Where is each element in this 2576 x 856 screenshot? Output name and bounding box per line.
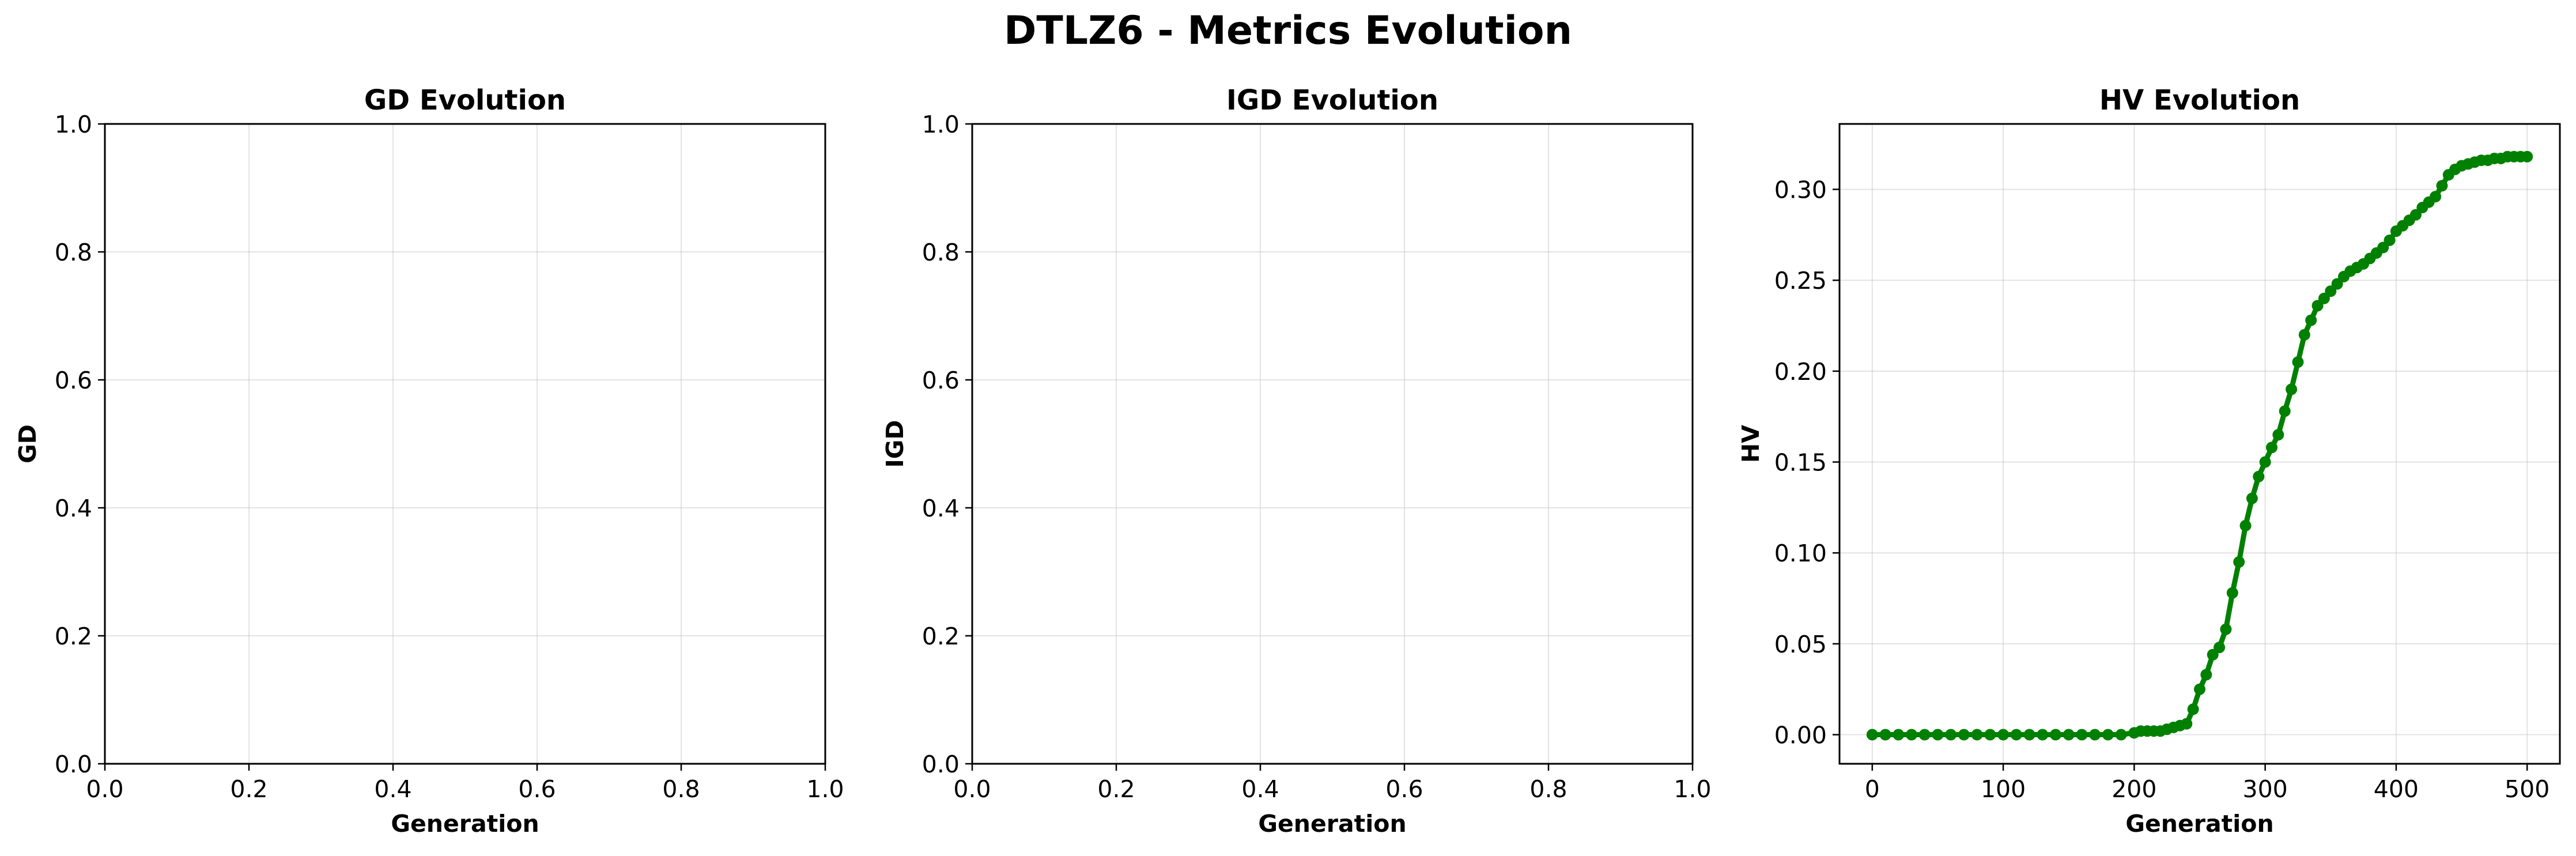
y-tick-label: 0.8 <box>55 239 92 266</box>
y-tick-label: 0.10 <box>1774 540 1827 567</box>
data-point <box>1906 729 1917 741</box>
y-tick-label: 0.0 <box>922 751 960 778</box>
y-tick-label: 0.6 <box>922 367 960 394</box>
x-tick-label: 0.6 <box>518 775 556 803</box>
data-point <box>2010 729 2022 741</box>
data-point <box>1997 729 2010 741</box>
data-point <box>2305 314 2317 326</box>
plot-frame <box>971 123 1694 765</box>
data-point <box>1879 729 1891 741</box>
chart-panel-1: 0.0 0.2 0.4 0.6 0.8 1.0 0.0 0.2 0.4 0.6 0.8 1.0 GD E… <box>14 84 844 838</box>
series-line <box>1872 154 2528 738</box>
y-tick-label: 0.25 <box>1774 267 1827 295</box>
y-tick-label: 0.8 <box>922 239 960 266</box>
plot-frame <box>104 123 826 765</box>
data-point <box>1932 729 1944 741</box>
panel-title: HV Evolution <box>2099 84 2300 116</box>
data-point <box>1971 729 1983 741</box>
y-tick-label: 0.4 <box>922 495 960 522</box>
x-tick-label: 500 <box>2505 775 2549 803</box>
plot-frame <box>1838 123 2561 765</box>
data-point <box>2181 718 2193 730</box>
data-point <box>1958 729 1970 741</box>
x-axis-label: Generation <box>1258 810 1406 838</box>
figure-title: DTLZ6 - Metrics Evolution <box>1003 8 1573 54</box>
x-tick-label: 0.2 <box>230 775 267 803</box>
data-point <box>2037 729 2049 741</box>
x-tick-label: 0.4 <box>1241 775 1279 803</box>
data-point <box>2194 683 2205 695</box>
data-point <box>2233 556 2245 568</box>
data-point <box>2187 703 2199 715</box>
data-point <box>2246 492 2258 504</box>
x-tick-label: 100 <box>1981 775 2026 803</box>
x-axis-label: Generation <box>391 810 539 838</box>
data-point <box>2253 470 2265 482</box>
panel-title: GD Evolution <box>364 84 566 116</box>
data-point <box>2298 329 2310 341</box>
y-tick-label: 0.00 <box>1774 722 1827 749</box>
y-tick-label: 0.15 <box>1774 449 1827 477</box>
data-point <box>2286 383 2298 395</box>
data-point <box>1945 729 1957 741</box>
x-tick-label: 0.6 <box>1385 775 1423 803</box>
chart-panel-3: 0 100 200 300 400 500 0.00 0.05 0.10 0.15 0.20 0.25… <box>1737 84 2561 838</box>
x-tick-label: 1.0 <box>806 775 844 803</box>
x-tick-label: 0.8 <box>1529 775 1567 803</box>
chart-panel-2: 0.0 0.2 0.4 0.6 0.8 1.0 0.0 0.2 0.4 0.6 0.8 1.0 IGD … <box>881 84 1712 838</box>
data-point <box>2259 456 2271 468</box>
x-tick-label: 200 <box>2112 775 2156 803</box>
x-tick-label: 400 <box>2374 775 2419 803</box>
data-point <box>1893 729 1905 741</box>
data-point <box>2076 729 2088 741</box>
data-point <box>2214 642 2226 654</box>
y-tick-label: 0.20 <box>1774 358 1827 386</box>
x-tick-label: 0.8 <box>662 775 700 803</box>
y-tick-label: 0.30 <box>1774 176 1827 204</box>
y-tick-label: 0.2 <box>55 623 92 650</box>
data-point <box>2200 669 2212 681</box>
x-tick-label: 0.4 <box>374 775 411 803</box>
y-axis-label: IGD <box>881 420 909 468</box>
x-tick-label: 1.0 <box>1674 775 1711 803</box>
x-tick-label: 300 <box>2243 775 2288 803</box>
x-tick-label: 0.0 <box>953 775 991 803</box>
x-axis-label: Generation <box>2125 810 2273 838</box>
data-point <box>2272 429 2284 441</box>
data-point <box>2102 729 2114 741</box>
data-point <box>1918 729 1931 741</box>
y-tick-label: 0.05 <box>1774 631 1827 658</box>
data-point <box>2521 150 2533 163</box>
data-point <box>2266 442 2277 454</box>
data-point <box>2239 519 2252 531</box>
y-axis-label: HV <box>1737 425 1765 463</box>
y-tick-label: 0.2 <box>922 623 960 650</box>
x-tick-label: 0.2 <box>1097 775 1135 803</box>
data-point <box>1866 729 1878 741</box>
x-tick-label: 0.0 <box>86 775 123 803</box>
data-point <box>2089 729 2101 741</box>
data-point <box>2115 729 2127 741</box>
data-point <box>2023 729 2035 741</box>
data-point <box>2384 234 2396 246</box>
panel-title: IGD Evolution <box>1226 84 1438 116</box>
data-point <box>1984 729 1996 741</box>
y-tick-label: 1.0 <box>922 111 960 138</box>
data-point <box>2292 356 2304 368</box>
y-tick-label: 0.0 <box>55 751 92 778</box>
data-point <box>2436 180 2448 192</box>
x-tick-label: 0 <box>1865 775 1880 803</box>
data-point <box>2220 623 2232 635</box>
data-point <box>2279 405 2291 417</box>
y-tick-label: 0.6 <box>55 367 92 394</box>
data-point <box>2063 729 2075 741</box>
y-tick-label: 0.4 <box>55 495 92 522</box>
data-point <box>2430 191 2442 203</box>
y-tick-label: 1.0 <box>55 111 92 138</box>
y-axis-label: GD <box>14 424 41 463</box>
data-point <box>2050 729 2061 741</box>
data-point <box>2226 587 2238 599</box>
